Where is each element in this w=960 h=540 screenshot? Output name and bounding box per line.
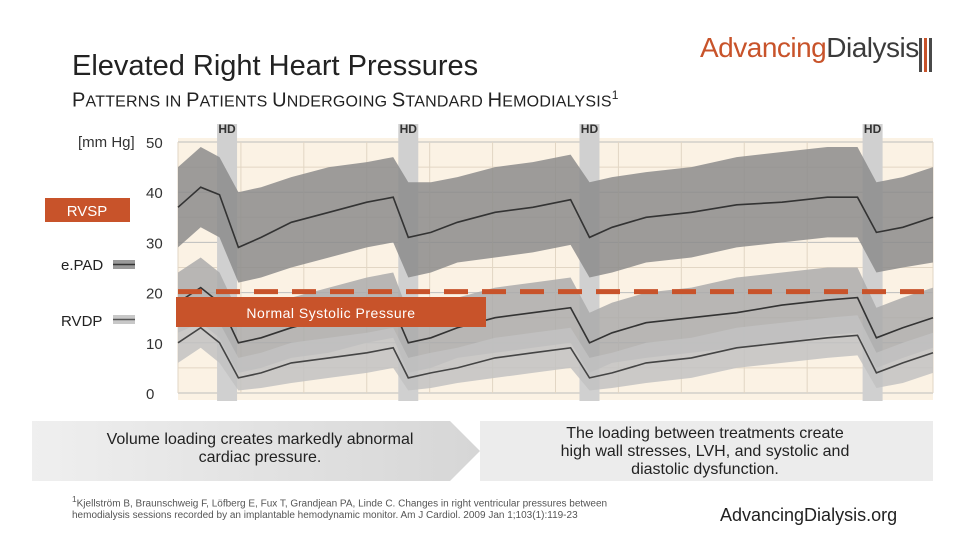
y-tick-label: 0: [146, 386, 154, 403]
subtitle-part: U: [272, 89, 287, 112]
hd-label-3: HD: [581, 122, 599, 136]
callout-right-text: The loading between treatments create hi…: [560, 425, 850, 478]
citation: 1Kjellström B, Braunschweig F, Löfberg E…: [72, 494, 652, 521]
subtitle-part: EMODIALYSIS: [502, 93, 612, 111]
subtitle-part: H: [487, 89, 503, 112]
y-tick-label: 20: [146, 286, 163, 303]
subtitle-footnote-ref: 1: [611, 88, 619, 102]
y-tick-label: 30: [146, 235, 163, 252]
page-subtitle: PATTERNS IN PATIENTS UNDERGOING STANDARD…: [72, 88, 619, 113]
logo-word-advancing: Advancing: [700, 32, 827, 63]
median-line-epad: [177, 286, 934, 344]
band-rvsp: [178, 147, 933, 283]
y-tick-label: 10: [146, 336, 163, 353]
logo-word-dialysis: Dialysis: [826, 32, 919, 63]
threshold-label-box: [176, 297, 486, 327]
citation-text: Kjellström B, Braunschweig F, Löfberg E,…: [72, 498, 608, 521]
subtitle-part: ATTERNS IN: [85, 93, 187, 111]
y-tick-label: 40: [146, 185, 163, 202]
legend-epad-label: e.PAD: [61, 257, 103, 274]
hd-session-labels: HD HD HD HD: [218, 122, 881, 136]
subtitle-part: P: [72, 89, 86, 112]
website-link[interactable]: AdvancingDialysis.org: [720, 505, 898, 525]
legend-rvdp-label: RVDP: [61, 313, 102, 330]
subtitle-part: S: [391, 89, 406, 112]
threshold-label: Normal Systolic Pressure: [246, 305, 415, 321]
hd-label-2: HD: [400, 122, 418, 136]
legend-rvsp-box: [45, 198, 130, 222]
y-axis-label: [mm Hg]: [78, 134, 135, 151]
page-title: Elevated Right Heart Pressures: [72, 50, 479, 82]
median-line-rvdp: [177, 326, 934, 379]
median-lines: [177, 186, 934, 379]
callout-right-box: [480, 421, 933, 481]
hd-label-4: HD: [864, 122, 882, 136]
callout-left-text: Volume loading creates markedly abnormal…: [106, 431, 414, 466]
callout-left-arrow: [32, 421, 480, 481]
subtitle-part: ATIENTS: [199, 93, 273, 111]
citation-footnote-number: 1: [72, 494, 77, 504]
legend-rvsp-label: RVSP: [67, 203, 108, 220]
y-axis-ticks: 50 40 30 20 10 0: [146, 135, 163, 403]
subtitle-part: P: [186, 89, 200, 112]
y-tick-label: 50: [146, 135, 163, 152]
median-line-rvsp: [177, 186, 934, 249]
triple-bar-mark-icon: [919, 38, 933, 72]
brand-logo: AdvancingDialysis: [700, 32, 919, 64]
hd-label-1: HD: [218, 122, 236, 136]
subtitle-part: TANDARD: [405, 93, 488, 111]
subtitle-part: NDERGOING: [286, 93, 392, 111]
